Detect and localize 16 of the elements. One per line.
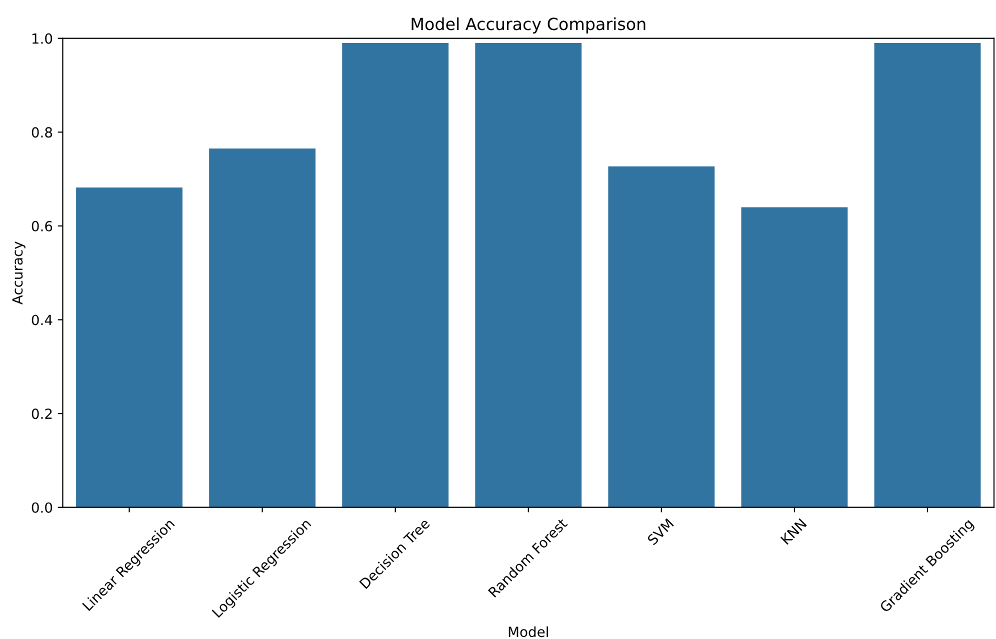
- bar: [76, 187, 182, 508]
- y-tick-label: 0.2: [32, 408, 52, 420]
- bar: [475, 43, 582, 508]
- bar: [874, 43, 981, 508]
- bar: [342, 43, 449, 508]
- bar: [608, 166, 715, 508]
- y-tick-label: 1.0: [32, 33, 52, 44]
- bar: [209, 148, 316, 508]
- y-tick-label: 0.8: [32, 127, 52, 138]
- y-tick-label: 0.4: [32, 314, 52, 326]
- chart-title: Model Accuracy Comparison: [412, 17, 646, 34]
- y-tick-label: 0.6: [32, 220, 52, 232]
- y-tick-label: 0.0: [32, 502, 52, 513]
- x-axis-title: Model: [508, 626, 548, 638]
- y-axis-title: Accuracy: [12, 242, 26, 304]
- bar: [741, 207, 848, 508]
